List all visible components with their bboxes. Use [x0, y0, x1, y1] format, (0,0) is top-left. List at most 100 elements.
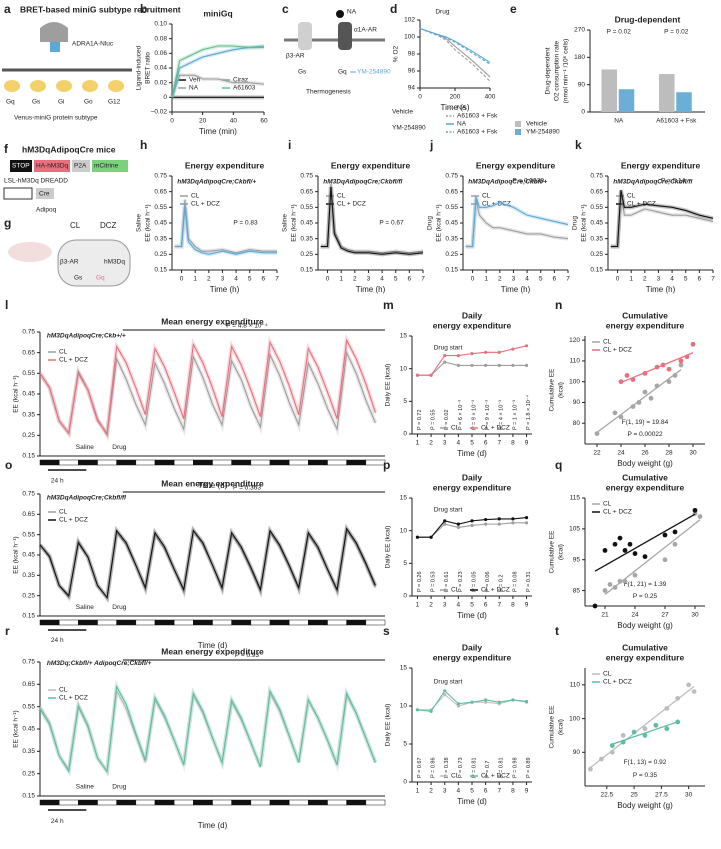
light-dark-bar [346, 459, 367, 466]
x-axis-label: Time (d) [457, 611, 487, 620]
y-axis-label: (kcal) [558, 382, 565, 398]
point [497, 517, 501, 521]
legend-label: CL + DCZ [481, 425, 510, 432]
x-tick-label: 1 [193, 276, 197, 283]
annotation: P = 0.83 [233, 220, 258, 227]
p-value: P = 0.7 [485, 761, 491, 778]
label: Saline [76, 783, 94, 790]
y-tick-label: 0.15 [22, 793, 35, 800]
chart-h: h Energy expenditure hM3DqAdipoqCre;Ckbfl/… [136, 138, 279, 294]
point [684, 354, 690, 360]
receptor-shape [338, 22, 352, 50]
x-tick-label: 6 [553, 276, 557, 283]
x-tick-label: 6 [262, 276, 266, 283]
y-tick-label: 98 [408, 51, 416, 58]
point [612, 585, 618, 590]
y-tick-label: 0.15 [22, 453, 35, 460]
receptor-label: hM3Dq [104, 259, 125, 266]
y-tick-label: 0.55 [300, 204, 313, 211]
promoter-label: Adipoq [36, 207, 57, 214]
y-tick-label: 0.25 [22, 592, 35, 599]
x-tick-label: 4 [670, 276, 674, 283]
label: 24 h [51, 637, 64, 644]
y-tick-label: 0.35 [445, 235, 458, 242]
point [456, 525, 460, 530]
construct-label: LSL-hM3Dq DREADD [4, 178, 68, 185]
x-tick-label: 7 [497, 602, 501, 609]
point [511, 363, 515, 367]
receptor-label: ADRA1A-Nluc [72, 41, 114, 48]
point [484, 517, 488, 522]
chart-title: miniGq [203, 8, 232, 18]
light-dark-bar [327, 459, 347, 466]
y-tick-label: 0.45 [590, 220, 603, 227]
annotation: Drug start [434, 506, 463, 513]
point [602, 548, 608, 553]
x-tick-label: 3 [443, 602, 447, 609]
y-tick-label: 0.15 [154, 267, 167, 274]
point [686, 682, 692, 688]
y-tick-label: 0.45 [154, 220, 167, 227]
panel-label: e [510, 2, 517, 16]
legend-label: CL [59, 687, 68, 694]
y-axis-label: Daily EE (kcal) [385, 526, 392, 569]
bar [601, 69, 618, 112]
p-value: P = 0.05 [471, 571, 477, 592]
panel-label: j [429, 138, 433, 152]
diagram-g: g CL DCZ β3-AR hM3Dq Gs Gq [4, 216, 131, 287]
point [470, 700, 474, 704]
y-tick-label: 0.35 [22, 748, 35, 755]
light-dark-bar [308, 619, 328, 626]
x-tick-label: 27 [661, 612, 669, 619]
effect-label: Thermogenesis [306, 89, 352, 96]
annotation: P = 0.93 [235, 652, 260, 659]
x-tick-label: 24 [617, 450, 625, 457]
annotation: P = 0.02 [664, 28, 689, 35]
mouse-shape [8, 242, 52, 262]
x-tick-label: 7 [566, 276, 570, 283]
annotation: P = 0.0038 [512, 177, 544, 184]
point [692, 507, 698, 513]
y-tick-label: 0.35 [300, 235, 313, 242]
chart-title: Energy expenditure [621, 160, 701, 170]
y-tick-label: 0.08 [154, 35, 167, 42]
y-tick-label: 0.25 [300, 251, 313, 258]
light-dark-bar [250, 799, 271, 806]
y-tick-label: –0.02 [151, 109, 168, 116]
legend-label: YM-254890 [526, 129, 560, 136]
y-tick-label: 0.55 [22, 370, 35, 377]
y-tick-label: 0.25 [445, 251, 458, 258]
point [672, 373, 678, 378]
point [443, 693, 447, 697]
light-dark-bar [327, 799, 347, 806]
point [456, 363, 460, 367]
light-dark-bar [154, 619, 175, 626]
legend-label: CL [451, 587, 460, 594]
point [497, 363, 501, 367]
y-tick-label: 0 [581, 109, 585, 116]
annotation: F(1, 21) = 1.39 [624, 581, 667, 588]
point [443, 522, 447, 526]
x-tick-label: 7 [275, 276, 279, 283]
legend-label: CL [482, 193, 491, 200]
y-axis-label: EE (kcal h⁻¹) [13, 710, 20, 747]
y-tick-label: 180 [574, 54, 585, 61]
series-line [610, 189, 714, 248]
x-tick-label: 200 [450, 94, 461, 101]
x-axis-label: Time (s) [440, 103, 469, 112]
ligand-label: NA [347, 9, 357, 16]
light-dark-bar [116, 459, 137, 466]
x-tick-label: 6 [698, 276, 702, 283]
receptor-label: β3-AR [60, 259, 79, 266]
bar [676, 92, 692, 112]
y-tick-label: 0.75 [22, 491, 35, 498]
x-tick-label: 1 [484, 276, 488, 283]
point [484, 350, 488, 354]
series-line [174, 199, 277, 254]
x-tick-label: 4 [234, 276, 238, 283]
point [672, 529, 678, 535]
point [598, 756, 604, 762]
chart-k: k Energy expenditure hM3DqAdipoqCre;Ckbfl/… [572, 138, 715, 294]
label: Drug [112, 783, 126, 790]
